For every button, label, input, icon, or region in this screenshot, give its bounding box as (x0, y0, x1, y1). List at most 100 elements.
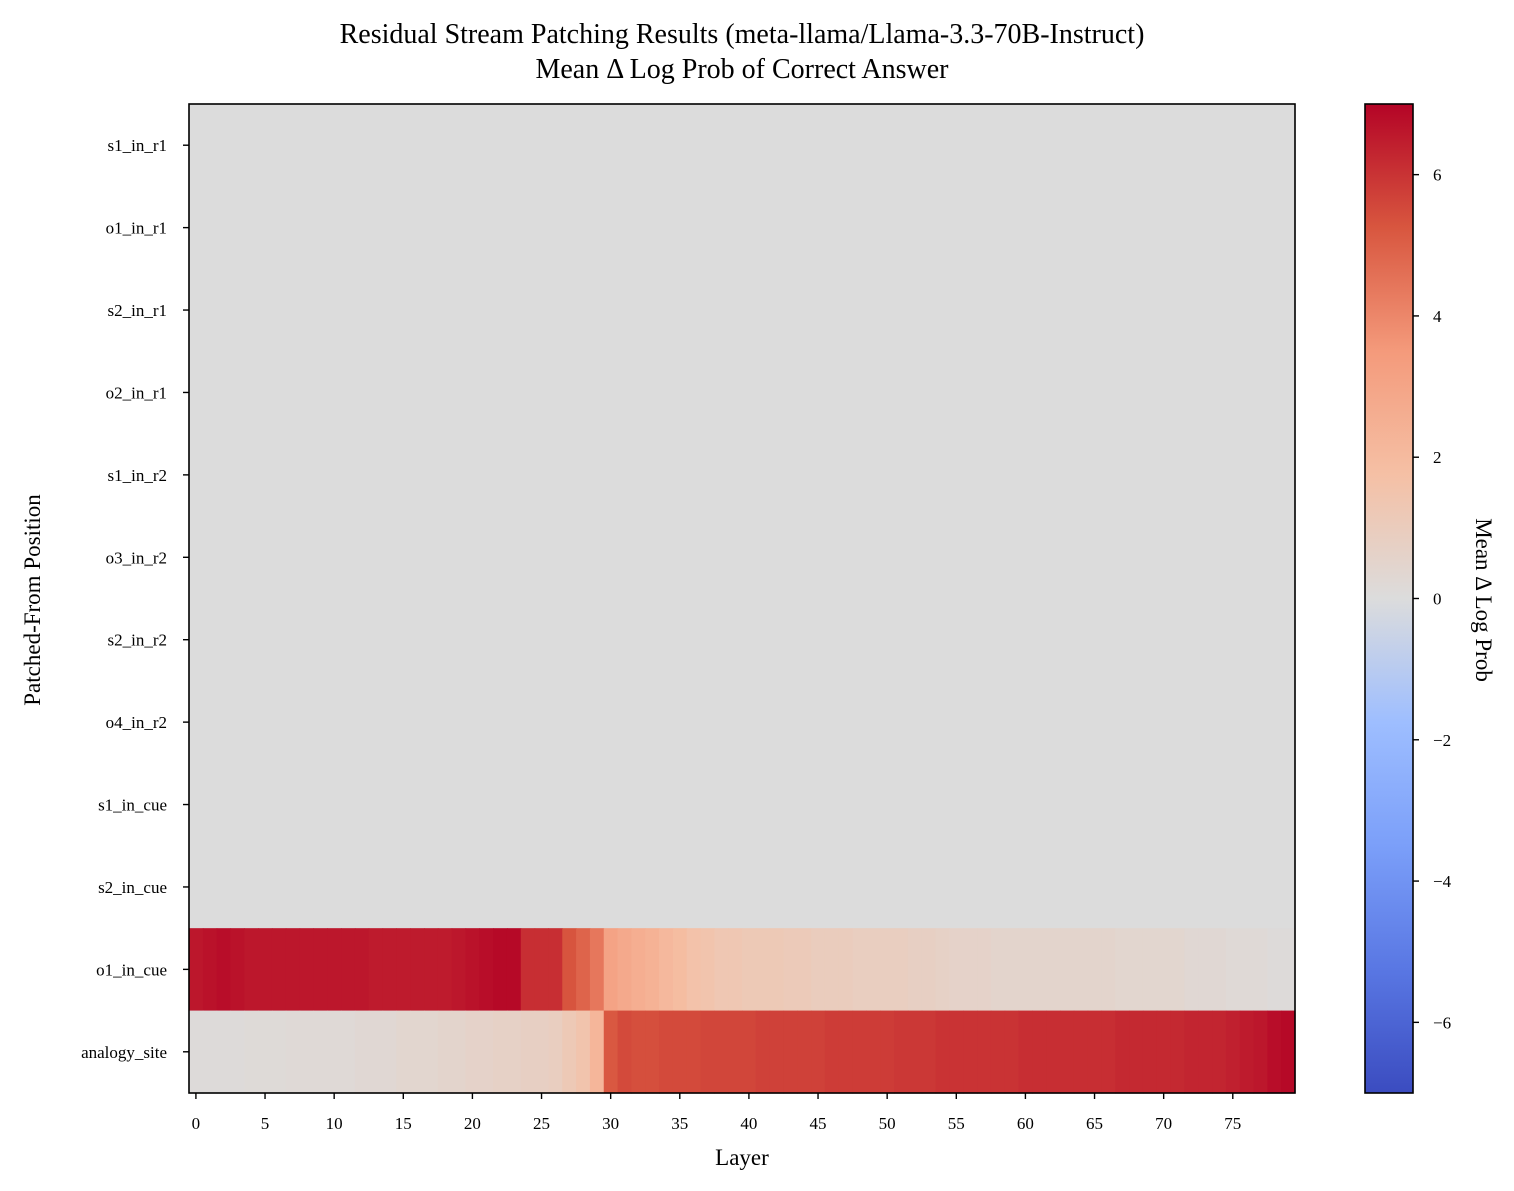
heatmap-cell (1115, 598, 1130, 682)
heatmap-cell (1212, 598, 1227, 682)
heatmap-cell (617, 186, 632, 270)
x-tick-label: 70 (1155, 1114, 1172, 1133)
x-tick-label: 75 (1224, 1114, 1241, 1133)
heatmap-cell (548, 268, 563, 352)
heatmap-cell (728, 351, 743, 435)
heatmap-cell (493, 680, 508, 764)
heatmap-cell (562, 186, 577, 270)
heatmap-cell (1101, 433, 1116, 517)
heatmap-cell (838, 104, 854, 188)
heatmap-cell (852, 351, 868, 435)
heatmap-cell (1267, 928, 1282, 1012)
heatmap-cell (838, 598, 854, 682)
heatmap-cell (520, 104, 536, 188)
heatmap-cell (258, 268, 273, 352)
heatmap-cell (824, 351, 840, 435)
heatmap-cell (313, 104, 328, 188)
heatmap-cell (1253, 763, 1268, 847)
heatmap-cell (797, 351, 812, 435)
heatmap-cell (424, 186, 439, 270)
heatmap-cell (672, 845, 688, 929)
y-tick-label: o1_in_r1 (106, 219, 167, 238)
heatmap-cell (382, 763, 397, 847)
heatmap-cell (728, 1010, 743, 1094)
heatmap-cell (866, 268, 881, 352)
heatmap-cell (1059, 1010, 1075, 1094)
heatmap-cell (285, 433, 301, 517)
heatmap-cell (1142, 186, 1158, 270)
heatmap-cell (1032, 928, 1047, 1012)
heatmap-cell (562, 104, 577, 188)
heatmap-cell (811, 516, 826, 600)
heatmap-cell (493, 845, 508, 929)
heatmap-cell (271, 845, 287, 929)
heatmap-cell (230, 845, 245, 929)
heatmap-cell (1184, 516, 1199, 600)
heatmap-cell (714, 845, 729, 929)
heatmap-cell (327, 928, 342, 1012)
heatmap-cell (935, 104, 950, 188)
heatmap-cell (1267, 186, 1282, 270)
heatmap-cell (935, 928, 950, 1012)
heatmap-cell (520, 763, 536, 847)
heatmap-cell (728, 763, 743, 847)
heatmap-cell (769, 186, 785, 270)
heatmap-cell (686, 845, 702, 929)
heatmap-cell (1225, 433, 1241, 517)
heatmap-cell (1073, 680, 1089, 764)
heatmap-cell (1087, 928, 1103, 1012)
heatmap-cell (424, 845, 439, 929)
heatmap-cell (534, 1010, 550, 1094)
heatmap-cell (493, 104, 508, 188)
heatmap-cell (672, 433, 688, 517)
heatmap-cell (354, 763, 370, 847)
heatmap-cell (880, 516, 895, 600)
heatmap-cell (797, 516, 812, 600)
heatmap-cell (949, 186, 964, 270)
heatmap-cell (631, 598, 646, 682)
heatmap-cell (977, 433, 992, 517)
heatmap-cell (1059, 186, 1075, 270)
heatmap-cell (230, 1010, 245, 1094)
heatmap-cell (1087, 598, 1103, 682)
heatmap-cell (202, 845, 218, 929)
heatmap-cell (1170, 680, 1185, 764)
heatmap-cell (783, 680, 798, 764)
heatmap-cell (700, 598, 715, 682)
heatmap-cell (1212, 845, 1227, 929)
heatmap-cell (769, 433, 785, 517)
heatmap-cell (1156, 351, 1172, 435)
heatmap-cell (700, 1010, 715, 1094)
heatmap-cell (1101, 186, 1116, 270)
heatmap-cell (451, 351, 467, 435)
heatmap-cell (520, 1010, 536, 1094)
heatmap-cell (534, 433, 550, 517)
heatmap-cell (437, 186, 453, 270)
heatmap-cell (742, 186, 757, 270)
heatmap-cell (645, 104, 660, 188)
heatmap-cell (410, 186, 425, 270)
heatmap-cell (603, 186, 619, 270)
heatmap-cell (672, 104, 688, 188)
heatmap-cell (1073, 104, 1089, 188)
heatmap-cell (1184, 104, 1199, 188)
heatmap-cell (1059, 433, 1075, 517)
heatmap-cell (907, 763, 923, 847)
heatmap-cell (299, 351, 315, 435)
heatmap-cell (769, 763, 785, 847)
heatmap-cell (852, 598, 868, 682)
colorbar-tick-label: 2 (1433, 448, 1442, 467)
heatmap-cell (493, 763, 508, 847)
heatmap-cell (1239, 516, 1255, 600)
heatmap-cell (838, 433, 854, 517)
heatmap-cell (742, 516, 757, 600)
heatmap-cell (479, 928, 494, 1012)
heatmap-cell (562, 268, 577, 352)
heatmap-cell (866, 433, 881, 517)
x-tick-label: 25 (533, 1114, 550, 1133)
heatmap-cell (907, 1010, 923, 1094)
heatmap-cell (728, 928, 743, 1012)
heatmap-cell (313, 351, 328, 435)
heatmap-cell (1239, 351, 1255, 435)
heatmap-cell (271, 928, 287, 1012)
